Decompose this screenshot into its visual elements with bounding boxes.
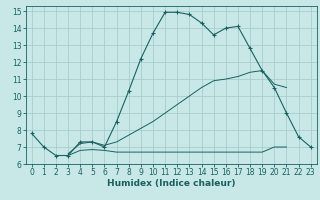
X-axis label: Humidex (Indice chaleur): Humidex (Indice chaleur) [107,179,236,188]
